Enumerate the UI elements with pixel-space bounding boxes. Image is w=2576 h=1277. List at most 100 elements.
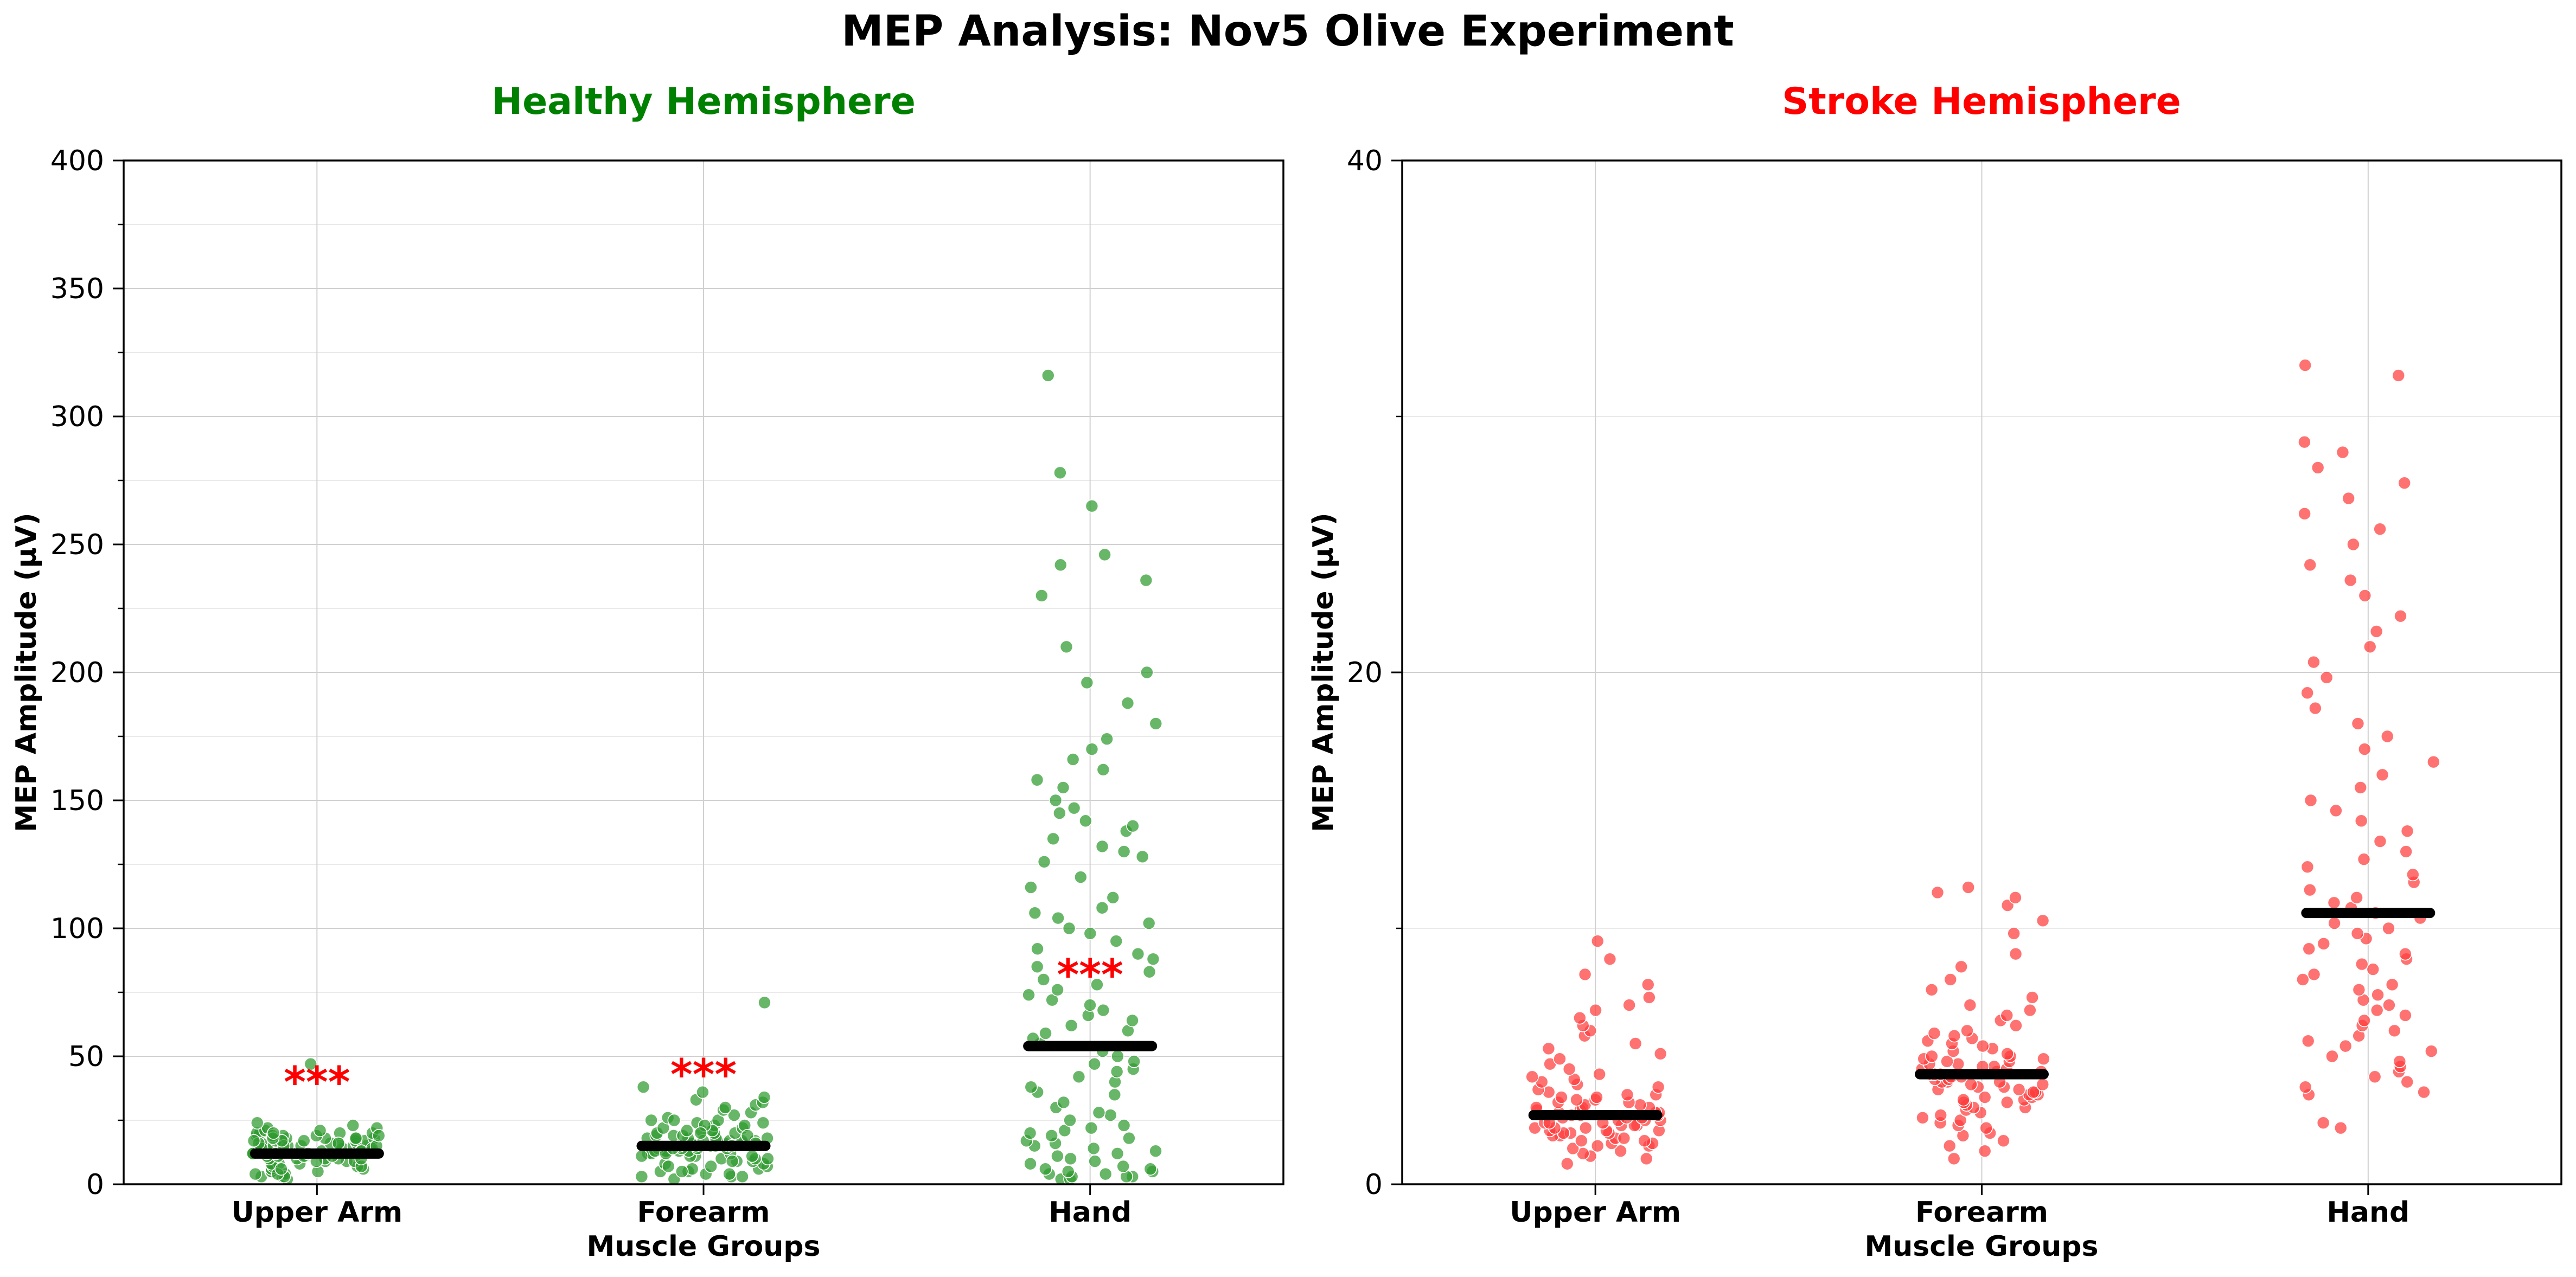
data-point	[1947, 1029, 1961, 1043]
x-tick-label: Forearm	[637, 1196, 770, 1229]
data-point	[2398, 476, 2411, 490]
data-point	[1126, 1013, 1139, 1028]
data-point	[372, 1129, 386, 1143]
data-point	[2375, 768, 2389, 782]
data-point	[2025, 991, 2039, 1004]
data-point	[2338, 1039, 2353, 1053]
data-point	[696, 1085, 709, 1099]
data-point	[1023, 1126, 1037, 1140]
data-point	[1122, 1131, 1136, 1145]
data-point	[1570, 1093, 1583, 1107]
data-point	[2329, 804, 2343, 818]
data-point	[1051, 911, 1065, 925]
data-point	[1979, 1121, 1993, 1135]
data-point	[1562, 1062, 1576, 1076]
data-point	[644, 1113, 658, 1127]
data-point	[1051, 983, 1064, 997]
significance-marker: ***	[284, 1058, 350, 1107]
data-point	[1590, 1139, 1605, 1153]
data-point	[1067, 801, 1081, 815]
data-point	[1560, 1157, 1574, 1171]
y-tick-label: 150	[50, 785, 104, 817]
data-point	[1633, 1098, 1647, 1112]
data-point	[680, 1124, 694, 1138]
data-point	[1098, 1167, 1113, 1181]
data-point	[745, 1149, 759, 1163]
data-point	[2311, 461, 2325, 474]
data-point	[1086, 1141, 1101, 1156]
data-point	[756, 1116, 770, 1130]
x-tick-label: Hand	[2326, 1196, 2409, 1229]
data-point	[1064, 1152, 1077, 1166]
data-point	[2369, 625, 2383, 638]
data-point	[1095, 839, 1109, 854]
data-point	[1116, 1159, 1130, 1173]
data-point	[1022, 988, 1035, 1002]
data-point	[667, 1113, 681, 1127]
data-point	[1617, 1131, 1631, 1145]
data-point	[1555, 1090, 1568, 1104]
y-axis-label: MEP Amplitude (μV)	[1307, 512, 1340, 832]
data-point	[1947, 1152, 1961, 1166]
data-point	[2406, 868, 2420, 882]
data-point	[2366, 962, 2380, 976]
y-tick-label: 300	[50, 401, 104, 433]
figure-title: MEP Analysis: Nov5 Olive Experiment	[841, 7, 1734, 56]
data-point	[675, 1165, 689, 1178]
data-point	[2363, 640, 2377, 654]
data-point	[2296, 973, 2310, 986]
data-point	[1083, 998, 1097, 1012]
x-tick-label: Forearm	[1915, 1196, 2048, 1229]
data-point	[1940, 1055, 1954, 1068]
data-point	[635, 1149, 649, 1163]
data-point	[1931, 885, 1945, 900]
data-point	[2357, 852, 2371, 866]
data-point	[1622, 998, 1636, 1012]
y-tick-label: 20	[1347, 657, 1383, 689]
data-point	[2343, 573, 2357, 587]
data-point	[2400, 1075, 2414, 1089]
data-point	[2357, 742, 2372, 756]
data-point	[1639, 1152, 1653, 1166]
data-point	[2399, 1009, 2412, 1022]
data-point	[1037, 855, 1051, 869]
data-point	[723, 1167, 736, 1181]
data-point	[1045, 1129, 1058, 1143]
data-point	[2007, 927, 2021, 940]
data-point	[1961, 881, 1975, 894]
data-point	[1131, 947, 1145, 961]
x-axis-ticks: Upper Arm Forearm Hand	[231, 1184, 1132, 1229]
data-point	[725, 1154, 739, 1168]
data-point	[1142, 916, 1156, 930]
data-point	[2358, 589, 2372, 602]
data-point	[1031, 942, 1044, 956]
data-point	[1084, 1121, 1098, 1135]
data-point	[1028, 906, 1042, 920]
data-point	[1960, 1024, 1974, 1038]
data-point	[1111, 1049, 1124, 1063]
data-point	[1614, 1144, 1627, 1158]
data-point	[2009, 891, 2022, 904]
data-point	[736, 1170, 749, 1184]
data-point	[1525, 1070, 1539, 1084]
data-point	[2036, 914, 2050, 928]
data-point	[2373, 835, 2387, 848]
data-point	[1951, 1057, 1965, 1071]
data-point	[304, 1057, 318, 1071]
data-point	[2012, 1083, 2026, 1096]
y-tick-label: 250	[50, 529, 104, 561]
data-point	[1051, 1149, 1064, 1163]
data-point	[2037, 1052, 2050, 1066]
data-point	[1085, 742, 1099, 756]
data-point	[2336, 445, 2350, 459]
data-point	[2307, 967, 2321, 981]
data-point	[1149, 717, 1163, 730]
data-point	[2370, 1003, 2384, 1017]
data-point	[2319, 671, 2334, 684]
data-point	[1638, 1134, 1651, 1148]
data-point	[297, 1134, 311, 1148]
data-point	[1957, 1093, 1970, 1107]
data-point	[1059, 640, 1073, 654]
data-point	[1063, 1113, 1077, 1127]
